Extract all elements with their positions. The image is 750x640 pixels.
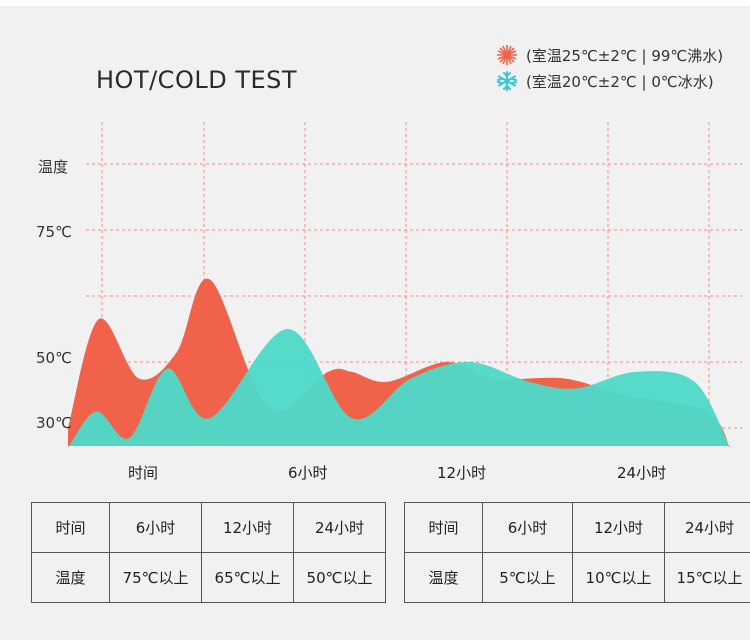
table-cell: 时间 (31, 502, 110, 553)
y-tick-label: 30℃ (36, 414, 72, 432)
legend-label-cold: (室温20℃±2℃ | 0℃冰水) (526, 72, 714, 91)
legend-item-cold: (室温20℃±2℃ | 0℃冰水) (494, 68, 744, 94)
legend: (室温25℃±2℃ | 99℃沸水) (室温20℃±2℃ | 0℃冰水) (494, 42, 744, 94)
table-cell: 温度 (31, 552, 110, 603)
table-cell: 10℃以上 (572, 552, 665, 603)
table-row: 时间 6小时 12小时 24小时 (31, 502, 386, 553)
table-row: 时间 6小时 12小时 24小时 (404, 502, 750, 553)
table-cell: 6小时 (109, 502, 202, 553)
table-cell: 12小时 (572, 502, 665, 553)
table-row: 温度 75℃以上 65℃以上 50℃以上 (31, 552, 386, 603)
table-cell: 65℃以上 (201, 552, 294, 603)
legend-label-hot: (室温25℃±2℃ | 99℃沸水) (526, 46, 724, 65)
table-cell: 6小时 (482, 502, 573, 553)
x-tick-label: 24小时 (617, 464, 666, 482)
y-tick-label: 75℃ (36, 223, 72, 241)
table-cell: 50℃以上 (293, 552, 386, 603)
legend-item-hot: (室温25℃±2℃ | 99℃沸水) (494, 42, 744, 68)
sun-icon (497, 45, 517, 65)
x-tick-label: 6小时 (288, 464, 328, 482)
cold-series-area (68, 329, 730, 448)
table-cell: 15℃以上 (664, 552, 750, 603)
table-cell: 5℃以上 (482, 552, 573, 603)
table-cell: 24小时 (664, 502, 750, 553)
table-cell: 温度 (404, 552, 483, 603)
table-cell: 12小时 (201, 502, 294, 553)
y-axis-label: 温度 (38, 158, 68, 176)
snowflake-icon (497, 71, 517, 91)
table-cell: 24小时 (293, 502, 386, 553)
x-tick-label: 12小时 (437, 464, 486, 482)
y-tick-label: 50℃ (36, 349, 72, 367)
table-cell: 时间 (404, 502, 483, 553)
x-tick-label: 时间 (128, 464, 158, 482)
hot-test-table: 时间 6小时 12小时 24小时 温度 75℃以上 65℃以上 50℃以上 (31, 502, 386, 603)
table-cell: 75℃以上 (109, 552, 202, 603)
chart-title: HOT/COLD TEST (96, 66, 298, 94)
table-row: 温度 5℃以上 10℃以上 15℃以上 (404, 552, 750, 603)
cold-test-table: 时间 6小时 12小时 24小时 温度 5℃以上 10℃以上 15℃以上 (404, 502, 750, 603)
